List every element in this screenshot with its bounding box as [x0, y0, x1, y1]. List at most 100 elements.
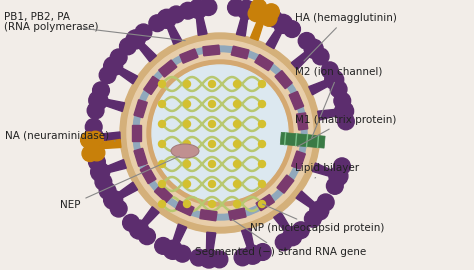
Circle shape: [261, 10, 277, 26]
Circle shape: [237, 0, 255, 19]
Polygon shape: [134, 100, 147, 118]
Polygon shape: [170, 224, 187, 251]
Circle shape: [248, 4, 265, 20]
Text: Segmented (−) strand RNA gene: Segmented (−) strand RNA gene: [195, 220, 366, 257]
Circle shape: [209, 181, 216, 187]
Circle shape: [258, 80, 265, 87]
Circle shape: [87, 102, 104, 119]
Polygon shape: [134, 148, 147, 166]
Circle shape: [89, 91, 108, 110]
Circle shape: [104, 190, 123, 209]
Polygon shape: [195, 8, 207, 35]
Circle shape: [335, 102, 354, 121]
Circle shape: [135, 24, 152, 41]
Polygon shape: [180, 49, 198, 63]
Polygon shape: [318, 109, 345, 120]
Text: NEP: NEP: [60, 156, 180, 210]
Polygon shape: [100, 160, 126, 174]
Circle shape: [255, 244, 271, 260]
Circle shape: [183, 181, 191, 187]
Circle shape: [183, 140, 191, 147]
Circle shape: [228, 0, 244, 16]
Circle shape: [155, 238, 172, 254]
Circle shape: [147, 60, 293, 206]
Circle shape: [258, 160, 265, 167]
Circle shape: [234, 100, 240, 107]
Polygon shape: [228, 208, 246, 220]
Circle shape: [310, 201, 329, 220]
Polygon shape: [255, 55, 273, 71]
Circle shape: [158, 140, 165, 147]
Circle shape: [330, 81, 347, 97]
Circle shape: [120, 33, 320, 233]
Circle shape: [157, 9, 176, 28]
Circle shape: [158, 160, 165, 167]
Polygon shape: [309, 77, 335, 95]
Circle shape: [183, 201, 191, 208]
Text: M1 (matrix protein): M1 (matrix protein): [295, 115, 396, 147]
Circle shape: [318, 194, 334, 211]
Circle shape: [183, 80, 191, 87]
Circle shape: [200, 0, 217, 15]
Polygon shape: [144, 76, 160, 94]
Polygon shape: [200, 210, 217, 221]
Circle shape: [327, 178, 343, 194]
Circle shape: [234, 201, 240, 208]
Circle shape: [292, 222, 309, 239]
Polygon shape: [296, 191, 321, 213]
Polygon shape: [140, 165, 156, 184]
Circle shape: [123, 214, 139, 231]
Polygon shape: [164, 18, 182, 44]
Circle shape: [258, 140, 265, 147]
Circle shape: [180, 2, 196, 19]
Text: M2 (ion channel): M2 (ion channel): [295, 67, 383, 138]
Circle shape: [87, 131, 103, 147]
Polygon shape: [206, 232, 216, 259]
Polygon shape: [231, 46, 249, 59]
Circle shape: [334, 158, 350, 175]
Circle shape: [152, 65, 288, 201]
Circle shape: [190, 249, 207, 266]
Circle shape: [325, 70, 344, 89]
Circle shape: [209, 140, 216, 147]
Text: PB1, PB2, PA: PB1, PB2, PA: [4, 12, 70, 22]
Polygon shape: [277, 175, 294, 193]
Circle shape: [304, 210, 321, 227]
Circle shape: [99, 67, 116, 83]
Circle shape: [258, 120, 265, 127]
Circle shape: [168, 6, 184, 23]
Polygon shape: [292, 47, 315, 69]
Circle shape: [275, 234, 292, 251]
Polygon shape: [297, 113, 308, 130]
Circle shape: [129, 220, 148, 239]
Text: NA (neuraminidase): NA (neuraminidase): [5, 130, 115, 141]
Circle shape: [234, 80, 240, 87]
Circle shape: [84, 128, 104, 147]
Circle shape: [158, 201, 165, 208]
Circle shape: [119, 38, 137, 55]
Circle shape: [258, 100, 265, 107]
Circle shape: [283, 227, 302, 246]
Circle shape: [264, 4, 279, 20]
Circle shape: [209, 201, 216, 208]
Polygon shape: [250, 12, 266, 40]
Circle shape: [139, 228, 155, 245]
Circle shape: [209, 160, 216, 167]
Polygon shape: [112, 182, 137, 202]
Polygon shape: [98, 98, 125, 112]
Circle shape: [149, 15, 165, 32]
Polygon shape: [275, 71, 292, 89]
Polygon shape: [92, 140, 121, 149]
Circle shape: [248, 6, 264, 22]
Circle shape: [211, 251, 228, 268]
Circle shape: [158, 80, 165, 87]
Circle shape: [273, 14, 292, 33]
Circle shape: [329, 167, 348, 185]
Circle shape: [110, 49, 127, 66]
Circle shape: [209, 120, 216, 127]
Circle shape: [95, 174, 112, 190]
Circle shape: [81, 132, 97, 148]
Circle shape: [110, 200, 127, 217]
Circle shape: [183, 100, 191, 107]
Polygon shape: [280, 132, 325, 148]
